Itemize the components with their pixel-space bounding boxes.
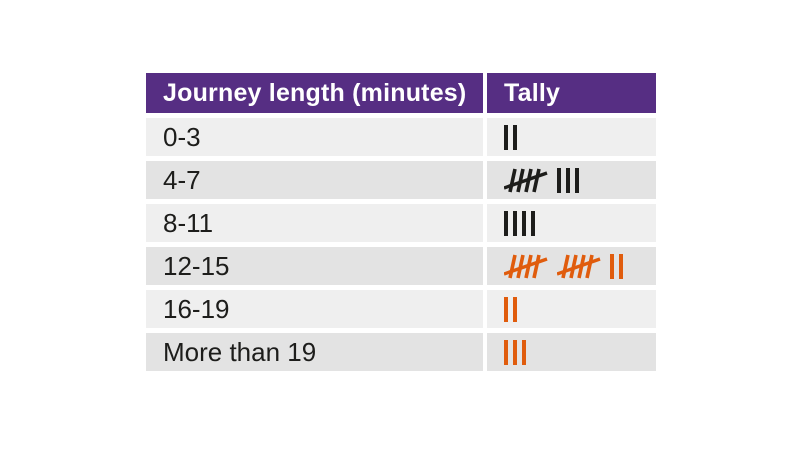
tally-marks [504,124,531,150]
header-journey-length: Journey length (minutes) [146,73,483,113]
journey-length-cell: 4-7 [146,161,483,199]
tally-mark-icon [522,210,526,236]
table-row: 8-11 [146,204,656,242]
tally-mark-icon [557,167,561,193]
tally-five-gate-icon [504,254,548,278]
tally-mark-icon [619,253,623,279]
tally-cell [487,161,656,199]
tally-marks-group [504,210,540,236]
tally-marks [504,253,637,280]
table-row: 0-3 [146,118,656,156]
tally-marks [504,296,531,322]
tally-mark-icon [566,167,570,193]
tally-cell [487,204,656,242]
tally-mark-icon [513,296,517,322]
tally-mark-icon [522,339,526,365]
header-tally: Tally [487,73,656,113]
journey-length-cell: 12-15 [146,247,483,285]
journey-length-cell: 16-19 [146,290,483,328]
table-row: 4-7 [146,161,656,199]
tally-mark-icon [513,339,517,365]
journey-length-cell: 0-3 [146,118,483,156]
tally-mark-icon [513,210,517,236]
journey-length-cell: 8-11 [146,204,483,242]
tally-mark-icon [504,210,508,236]
tally-marks-group [504,339,531,365]
tally-five-gate-icon [504,168,548,192]
tally-chart-table: Journey length (minutes) Tally 0-3 4-7 8-1… [146,73,656,371]
tally-mark-icon [504,339,508,365]
tally-mark-icon [504,296,508,322]
tally-cell [487,118,656,156]
table-body: 0-3 4-7 8-11 12-15 16-19 More than 19 [146,118,656,371]
tally-marks-group [504,124,522,150]
tally-marks-group [610,253,628,279]
tally-marks-group [557,167,584,193]
tally-cell [487,247,656,285]
table-header-row: Journey length (minutes) Tally [146,73,656,113]
tally-mark-icon [504,124,508,150]
table-row: 12-15 [146,247,656,285]
tally-marks [504,339,540,365]
tally-marks-group [504,296,522,322]
table-row: 16-19 [146,290,656,328]
tally-five-gate-icon [557,254,601,278]
table-row: More than 19 [146,333,656,371]
tally-mark-icon [610,253,614,279]
tally-cell [487,290,656,328]
tally-mark-icon [575,167,579,193]
tally-marks [504,167,593,194]
tally-cell [487,333,656,371]
tally-marks [504,210,549,236]
tally-mark-icon [513,124,517,150]
journey-length-cell: More than 19 [146,333,483,371]
tally-mark-icon [531,210,535,236]
